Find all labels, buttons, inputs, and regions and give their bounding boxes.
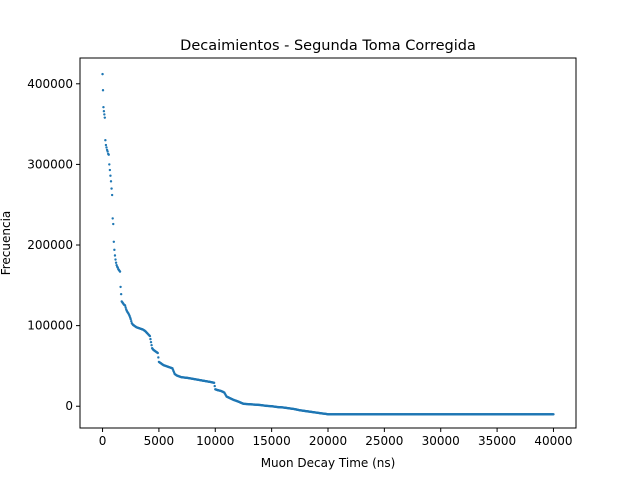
data-point: [106, 150, 109, 153]
x-tick-label: 35000: [478, 434, 516, 448]
data-point: [109, 180, 113, 183]
data-point: [123, 304, 127, 307]
data-point: [110, 193, 114, 197]
data-point: [101, 89, 105, 92]
y-tick-label: 0: [65, 399, 73, 413]
x-axis-label: Muon Decay Time (ns): [261, 456, 396, 470]
data-point: [103, 113, 106, 116]
data-point: [108, 163, 111, 166]
x-tick-label: 5000: [144, 434, 175, 448]
data-point: [113, 254, 117, 257]
data-point: [114, 261, 118, 264]
data-point: [109, 174, 112, 177]
x-axis-ticks: 0 5000 10000 15000 20000 25000 30000 35000 40000: [99, 428, 573, 448]
data-point: [102, 110, 106, 113]
data-point: [114, 258, 117, 261]
x-tick-label: 15000: [253, 434, 291, 448]
data-point: [118, 270, 122, 273]
y-axis-ticks: 0 100000 200000 300000 400000: [27, 77, 80, 413]
data-point: [552, 413, 555, 416]
y-axis-label: Frecuencia: [0, 211, 13, 276]
data-point: [129, 317, 132, 321]
y-tick-label: 100000: [27, 319, 73, 333]
data-point: [111, 217, 114, 220]
y-tick-label: 300000: [27, 157, 73, 171]
data-point: [101, 72, 104, 76]
data-point-dense: [150, 343, 153, 347]
x-tick-label: 20000: [309, 434, 347, 448]
data-point-dense: [149, 340, 153, 344]
axes-frame: [79, 57, 577, 429]
data-point: [112, 240, 116, 243]
data-point-dense: [124, 306, 127, 309]
data-point: [104, 139, 107, 142]
plot-area: [80, 58, 576, 428]
x-tick-label: 25000: [365, 434, 403, 448]
data-point: [105, 146, 108, 149]
data-point: [104, 143, 108, 147]
data-point: [112, 222, 115, 226]
data-point-dense: [119, 292, 123, 296]
data-point-dense: [130, 319, 133, 323]
data-point: [113, 248, 116, 252]
data-point-dense: [157, 356, 160, 359]
y-tick-label: 400000: [27, 77, 73, 91]
x-tick-label: 10000: [196, 434, 234, 448]
data-point: [102, 105, 105, 109]
y-tick-label: 200000: [27, 238, 73, 252]
data-point-dense: [213, 384, 216, 388]
data-point: [156, 351, 159, 355]
x-tick-label: 0: [99, 434, 107, 448]
data-point: [103, 116, 107, 119]
x-tick-label: 40000: [534, 434, 572, 448]
data-point: [148, 334, 152, 338]
data-point: [110, 187, 113, 190]
data-point: [119, 285, 122, 289]
data-point: [107, 153, 110, 156]
points-layer: [101, 72, 555, 416]
data-point-dense: [149, 337, 152, 341]
x-tick-label: 30000: [422, 434, 460, 448]
chart-title: Decaimientos - Segunda Toma Corregida: [180, 38, 476, 54]
data-point: [212, 381, 216, 385]
data-point: [108, 168, 112, 172]
